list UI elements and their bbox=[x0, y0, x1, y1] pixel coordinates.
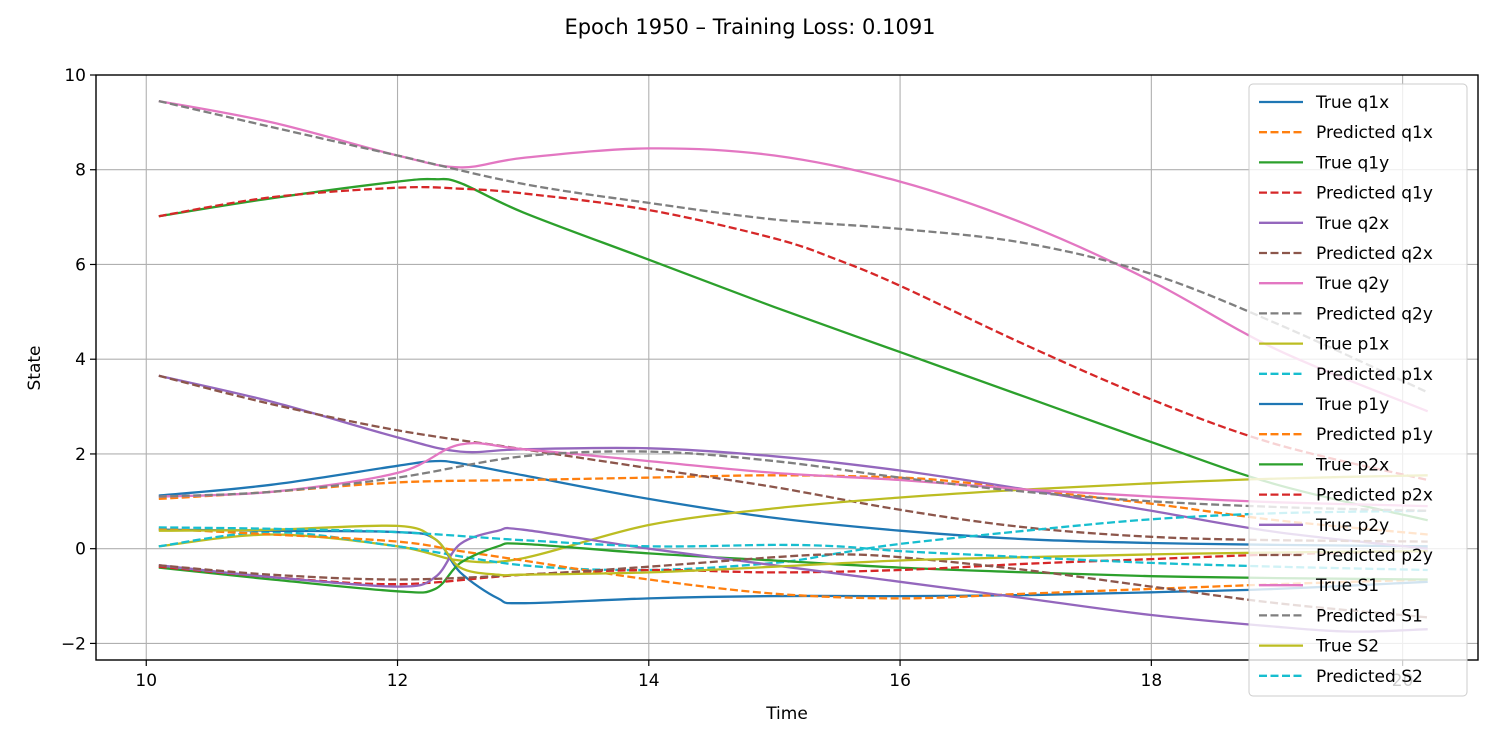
legend-label: Predicted q1y bbox=[1316, 184, 1433, 204]
series-line-predicted-p2x bbox=[158, 549, 1428, 586]
legend: True q1x Predicted q1x True q1y Predicted q… bbox=[1248, 83, 1468, 697]
legend-label: True q1y bbox=[1315, 153, 1389, 173]
series-line-true-p1x bbox=[158, 474, 1428, 564]
series-line-true-q2y bbox=[158, 99, 1429, 413]
series-line-true-p2y bbox=[158, 526, 1428, 633]
x-tick-label: 10 bbox=[135, 671, 157, 691]
legend-label: True p2x bbox=[1315, 455, 1389, 475]
x-tick-label: 16 bbox=[889, 671, 911, 691]
x-tick-label: 14 bbox=[638, 671, 660, 691]
series-lines bbox=[158, 99, 1429, 633]
y-tick-label: 10 bbox=[64, 66, 86, 86]
series-line-predicted-q1y bbox=[158, 185, 1428, 482]
y-tick-label: 8 bbox=[75, 161, 86, 181]
x-axis-label: Time bbox=[765, 704, 808, 724]
series-line-predicted-s1 bbox=[158, 450, 1428, 512]
legend-label: Predicted p2x bbox=[1316, 486, 1433, 506]
series-line-true-p2x bbox=[158, 542, 1428, 594]
y-tick-label: 6 bbox=[75, 255, 86, 275]
chart-title: Epoch 1950 – Training Loss: 0.1091 bbox=[564, 15, 935, 39]
legend-label: Predicted q2y bbox=[1316, 304, 1433, 324]
legend-label: True q2x bbox=[1315, 214, 1389, 234]
series-line-true-s1 bbox=[158, 442, 1428, 508]
y-tick-label: 4 bbox=[75, 350, 86, 370]
legend-label: Predicted p1x bbox=[1316, 365, 1433, 385]
legend-label: Predicted p1y bbox=[1316, 425, 1433, 445]
legend-label: True q1x bbox=[1315, 93, 1389, 113]
legend-label: True p1y bbox=[1315, 395, 1389, 415]
legend-label: True q2y bbox=[1315, 274, 1389, 294]
y-tick-label: 0 bbox=[75, 540, 86, 560]
series-line-true-q1x bbox=[158, 459, 1428, 548]
legend-label: True S1 bbox=[1315, 576, 1379, 596]
series-line-predicted-q2y bbox=[158, 99, 1429, 394]
y-tick-label: −2 bbox=[61, 634, 86, 654]
legend-box bbox=[1248, 83, 1468, 697]
series-line-predicted-p2y bbox=[158, 553, 1428, 619]
series-line-predicted-p1y bbox=[158, 527, 1428, 600]
legend-label: Predicted q1x bbox=[1316, 123, 1433, 143]
y-tick-label: 2 bbox=[75, 445, 86, 465]
legend-label: Predicted S1 bbox=[1316, 606, 1423, 626]
series-line-true-q1y bbox=[158, 177, 1428, 522]
series-line-predicted-p1x bbox=[158, 509, 1428, 572]
legend-label: True p2y bbox=[1315, 516, 1389, 536]
series-line-true-p1y bbox=[158, 528, 1428, 605]
legend-label: True S2 bbox=[1315, 637, 1379, 657]
legend-label: Predicted S2 bbox=[1316, 667, 1423, 687]
legend-label: True p1x bbox=[1315, 335, 1389, 355]
series-line-predicted-q2x bbox=[158, 374, 1428, 543]
series-line-true-s2 bbox=[158, 524, 1428, 577]
legend-label: Predicted p2y bbox=[1316, 546, 1433, 566]
x-tick-label: 12 bbox=[387, 671, 409, 691]
series-line-true-q2x bbox=[158, 374, 1428, 550]
y-axis-label: State bbox=[25, 346, 45, 391]
legend-label: Predicted q2x bbox=[1316, 244, 1433, 264]
axes-frame bbox=[95, 74, 1479, 661]
series-line-predicted-s2 bbox=[158, 526, 1428, 572]
x-tick-label: 18 bbox=[1141, 671, 1163, 691]
